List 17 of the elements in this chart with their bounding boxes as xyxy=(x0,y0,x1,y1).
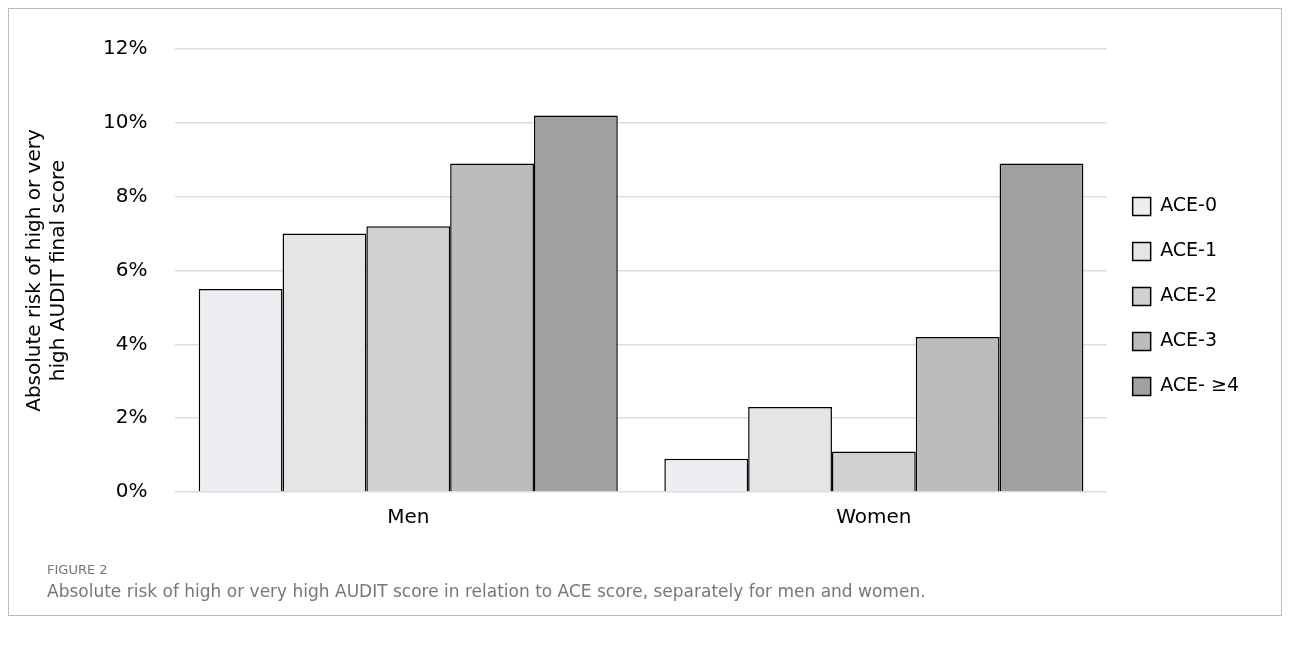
x-tick-label: Men xyxy=(387,504,430,529)
y-axis-title: Absolute risk of high or very high AUDIT final score xyxy=(21,129,70,412)
y-tick-label: 2% xyxy=(115,404,148,429)
legend-label: ACE-0 xyxy=(1160,193,1218,216)
caption: FIGURE 2 xyxy=(47,562,109,577)
text: Absolute risk of high or very high AUDIT score in relation to ACE score, separately for men and women. xyxy=(47,581,927,601)
y-tick-label: 8% xyxy=(115,182,148,207)
y-tick-label: 12% xyxy=(103,35,148,60)
y-tick-label: 10% xyxy=(103,109,148,134)
legend-label: ACE-1 xyxy=(1160,238,1218,261)
y-tick-label: 6% xyxy=(115,256,148,281)
legend-label: ACE-2 xyxy=(1160,283,1218,306)
x-tick-label: Women xyxy=(836,504,912,529)
y-tick-label: 4% xyxy=(115,330,148,355)
legend-label: ACE- ≥4 xyxy=(1160,373,1239,396)
legend-label: ACE-3 xyxy=(1160,328,1218,351)
y-tick-label: 0% xyxy=(115,478,148,503)
